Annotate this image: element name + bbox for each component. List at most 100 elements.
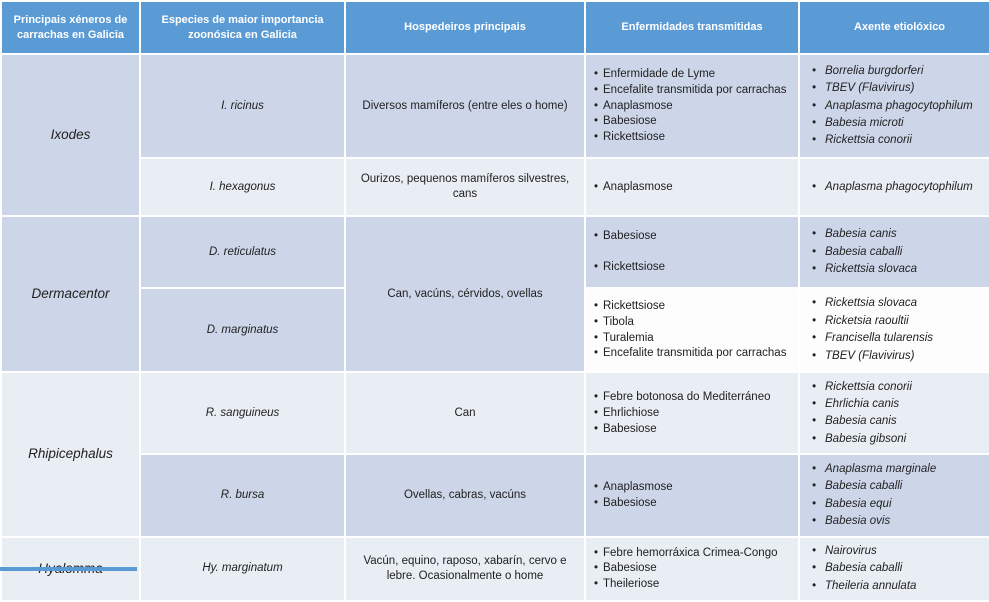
diseases-cell: Febre hemorráxica Crimea-CongoBabesioseT… xyxy=(586,537,798,601)
bullet-item: Encefalite transmitida por carrachas xyxy=(594,83,790,98)
agents-cell: Nairovirus Babesia caballi Theileria annul… xyxy=(800,537,989,601)
bullet-item: Ricketsia raoultii xyxy=(808,314,989,329)
bullet-item: Babesia gibsoni xyxy=(808,432,989,447)
bullet-item: Febre botonosa do Mediterráneo xyxy=(594,390,790,405)
diseases-list: Anaplasmose xyxy=(594,180,790,195)
genus-cell-dermacentor: Dermacentor xyxy=(2,217,139,371)
bottom-accent-bar xyxy=(0,567,137,571)
agents-cell: Anaplasma marginale Babesia caballi Babesi… xyxy=(800,455,989,536)
hosts-cell-shared: Can, vacúns, cérvidos, ovellas xyxy=(346,217,584,371)
hosts-cell: Ourizos, pequenos mamíferos silvestres, … xyxy=(346,159,584,215)
bullet-item: TBEV (Flavivirus) xyxy=(808,81,989,96)
bullet-item: Rickettsiose xyxy=(594,299,790,314)
bullet-item: Babesiose xyxy=(594,422,790,437)
bullet-item: Theileria annulata xyxy=(808,579,989,594)
bullet-item: Babesiose xyxy=(594,114,790,129)
bullet-item: Nairovirus xyxy=(808,544,989,559)
agents-list: Rickettsia conorii Ehrlichia canis Babesia… xyxy=(808,380,989,447)
diseases-cell: Enfermidade de LymeEncefalite transmitid… xyxy=(586,55,798,157)
hosts-cell: Can xyxy=(346,373,584,454)
bullet-item: Babesia equi xyxy=(808,497,989,512)
species-cell: R. sanguineus xyxy=(141,373,344,454)
bullet-item: Rickettsia conorii xyxy=(808,133,989,148)
col-header-species: Especies de maior importancia zoonósica … xyxy=(141,2,344,53)
header-row: Principais xéneros de carrachas en Galic… xyxy=(2,2,989,53)
species-cell: I. hexagonus xyxy=(141,159,344,215)
diseases-list: Febre botonosa do MediterráneoEhrlichios… xyxy=(594,390,790,437)
agents-list: Babesia canis Babesia caballi Rickettsia s… xyxy=(808,227,989,277)
agents-cell: Babesia canis Babesia caballi Rickettsia s… xyxy=(800,217,989,287)
bullet-item: Theileriose xyxy=(594,577,790,592)
bullet-item: Anaplasmose xyxy=(594,480,790,495)
diseases-cell: RickettsioseTibolaTuralemiaEncefalite tr… xyxy=(586,289,798,371)
diseases-cell: AnaplasmoseBabesiose xyxy=(586,455,798,536)
diseases-cell: Anaplasmose xyxy=(586,159,798,215)
species-cell: D. marginatus xyxy=(141,289,344,371)
bullet-item: Turalemia xyxy=(594,331,790,346)
bullet-item: Rickettsia slovaca xyxy=(808,262,989,277)
col-header-genera: Principais xéneros de carrachas en Galic… xyxy=(2,2,139,53)
diseases-list: Febre hemorráxica Crimea-CongoBabesioseT… xyxy=(594,546,790,593)
bullet-item: Babesia canis xyxy=(808,414,989,429)
table-row-r-sanguineus: Rhipicephalus R. sanguineus Can Febre bo… xyxy=(2,373,989,536)
agents-cell: Borrelia burgdorferi TBEV (Flavivirus) Ana… xyxy=(800,55,989,157)
bullet-item: Anaplasma phagocytophilum xyxy=(808,99,989,114)
bullet-item: Anaplasmose xyxy=(594,180,790,195)
agents-cell: Rickettsia conorii Ehrlichia canis Babesia… xyxy=(800,373,989,454)
agents-list: Nairovirus Babesia caballi Theileria annul… xyxy=(808,544,989,594)
agents-list: Anaplasma phagocytophilum xyxy=(808,180,989,195)
table-row-d-reticulatus: Dermacentor D. reticulatus Can, vacúns, … xyxy=(2,217,989,371)
bullet-item: Francisella tularensis xyxy=(808,331,989,346)
agents-cell: Rickettsia slovaca Ricketsia raoultii Fran… xyxy=(800,289,989,371)
bullet-item: Babesia ovis xyxy=(808,514,989,529)
bullet-item: Febre hemorráxica Crimea-Congo xyxy=(594,546,790,561)
species-cell: I. ricinus xyxy=(141,55,344,157)
agents-list: Borrelia burgdorferi TBEV (Flavivirus) Ana… xyxy=(808,64,989,149)
diseases-list: Enfermidade de LymeEncefalite transmitid… xyxy=(594,67,790,146)
agents-list: Rickettsia slovaca Ricketsia raoultii Fran… xyxy=(808,296,989,363)
diseases-list: AnaplasmoseBabesiose xyxy=(594,480,790,511)
diseases-cell: Babesiose Rickettsiose xyxy=(586,217,798,287)
table-row-d-marginatus: D. marginatus RickettsioseTibolaTuralemi… xyxy=(2,289,989,371)
species-cell: D. reticulatus xyxy=(141,217,344,287)
bullet-item: Anaplasmose xyxy=(594,99,790,114)
bullet-item: Babesia caballi xyxy=(808,479,989,494)
agents-list: Anaplasma marginale Babesia caballi Babesi… xyxy=(808,462,989,529)
bullet-item: Babesia microti xyxy=(808,116,989,131)
hosts-cell: Ovellas, cabras, vacúns xyxy=(346,455,584,536)
genus-cell-rhipicephalus: Rhipicephalus xyxy=(2,373,139,536)
hosts-cell: Vacún, equino, raposo, xabarín, cervo e … xyxy=(346,537,584,601)
bullet-item: Rickettsia conorii xyxy=(808,380,989,395)
bullet-item: Encefalite transmitida por carrachas xyxy=(594,346,790,361)
col-header-hosts: Hospedeiros principais xyxy=(346,2,584,53)
table-row-i-ricinus: Ixodes I. ricinus Diversos mamíferos (en… xyxy=(2,55,989,215)
agents-cell: Anaplasma phagocytophilum xyxy=(800,159,989,215)
bullet-item: Babesiose xyxy=(594,561,790,576)
table-row-hy-marginatum: Hyalomma Hy. marginatum Vacún, equino, r… xyxy=(2,537,989,601)
bullet-item: Rickettsia slovaca xyxy=(808,296,989,311)
species-cell: Hy. marginatum xyxy=(141,537,344,601)
bullet-item: Anaplasma marginale xyxy=(808,462,989,477)
bullet-item: Babesia caballi xyxy=(808,561,989,576)
diseases-list: RickettsioseTibolaTuralemiaEncefalite tr… xyxy=(594,299,790,362)
bullet-item: Babesiose xyxy=(594,496,790,511)
slide-page: Principais xéneros de carrachas en Galic… xyxy=(0,0,989,571)
table-row-r-bursa: R. bursa Ovellas, cabras, vacúns Anaplas… xyxy=(2,455,989,536)
bullet-item: Rickettsiose xyxy=(594,130,790,145)
bullet-item: Babesia caballi xyxy=(808,245,989,260)
diseases-cell: Febre botonosa do MediterráneoEhrlichios… xyxy=(586,373,798,454)
species-cell: R. bursa xyxy=(141,455,344,536)
table-row-i-hexagonus: I. hexagonus Ourizos, pequenos mamíferos… xyxy=(2,159,989,215)
hosts-cell: Diversos mamíferos (entre eles o home) xyxy=(346,55,584,157)
bullet-item: Anaplasma phagocytophilum xyxy=(808,180,989,195)
bullet-item: Ehrlichiose xyxy=(594,406,790,421)
bullet-item: Babesia canis xyxy=(808,227,989,242)
genus-cell-ixodes: Ixodes xyxy=(2,55,139,215)
bullet-item: Tibola xyxy=(594,315,790,330)
bullet-item: Ehrlichia canis xyxy=(808,397,989,412)
diseases-list: Babesiose Rickettsiose xyxy=(594,229,790,275)
bullet-item: Borrelia burgdorferi xyxy=(808,64,989,79)
col-header-diseases: Enfermidades transmitidas xyxy=(586,2,798,53)
bullet-item: Babesiose xyxy=(594,229,790,244)
